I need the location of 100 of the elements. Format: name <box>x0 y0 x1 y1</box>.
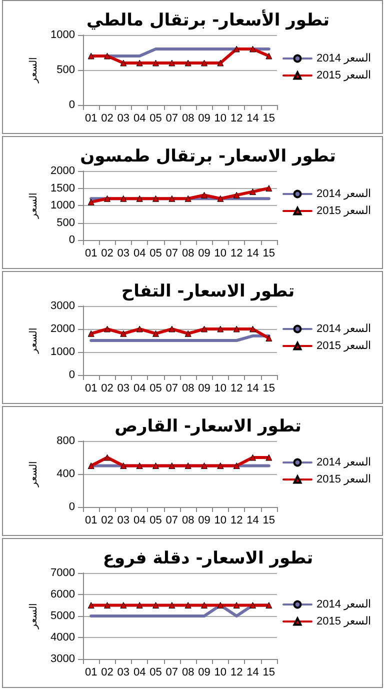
point <box>88 52 94 60</box>
point <box>233 192 240 198</box>
y-tick-label: 1000 <box>50 200 75 212</box>
y-tick-label: 3000 <box>50 300 75 312</box>
x-tick-label: 07 <box>166 382 178 394</box>
y-axis-title: السعر <box>28 192 40 220</box>
point <box>88 198 94 206</box>
x-tick-label: 15 <box>262 514 276 526</box>
point <box>152 195 159 202</box>
point <box>152 330 159 337</box>
point <box>250 188 256 195</box>
point <box>266 185 272 192</box>
point <box>250 46 256 52</box>
x-tick-label: 12 <box>230 666 243 678</box>
legend-label: السعر 2014 <box>316 188 372 200</box>
point <box>217 326 224 332</box>
point <box>168 326 176 332</box>
x-tick-label: 02 <box>101 666 114 678</box>
x-tick-label: 12 <box>230 112 243 124</box>
x-tick-label: 02 <box>101 382 114 394</box>
point <box>201 192 208 198</box>
x-tick-label: 01 <box>84 666 98 678</box>
x-tick-label: 01 <box>84 514 98 526</box>
point <box>217 195 224 202</box>
point <box>250 326 256 332</box>
point <box>120 60 127 66</box>
y-tick-label: 7000 <box>50 567 75 579</box>
point <box>152 60 159 66</box>
y-tick-label: 6000 <box>50 588 75 600</box>
y-axis-title: السعر <box>28 57 40 84</box>
x-tick-label: 14 <box>246 514 259 526</box>
point <box>201 60 208 66</box>
chart-title: تطور الأسعار- برتقال مالطي <box>86 8 330 30</box>
x-tick-label: 03 <box>117 112 130 124</box>
y-tick-label: 0 <box>68 369 75 381</box>
x-tick-label: 08 <box>182 112 194 124</box>
x-tick-label: 15 <box>262 248 276 260</box>
x-tick-label: 15 <box>262 382 276 394</box>
point <box>184 60 192 66</box>
x-tick-label: 08 <box>182 514 194 526</box>
y-tick-label: 0 <box>68 234 75 246</box>
x-tick-label: 03 <box>117 382 130 394</box>
x-tick-label: 03 <box>117 666 130 678</box>
x-tick-label: 10 <box>214 514 227 526</box>
point <box>88 330 94 337</box>
point <box>217 60 224 66</box>
point <box>233 326 240 332</box>
y-tick-label: 500 <box>56 216 75 229</box>
y-tick-label: 0 <box>68 501 75 513</box>
chart-title: تطور الاسعار- دقلة فروع <box>102 548 314 568</box>
point <box>266 52 272 60</box>
x-tick-label: 08 <box>182 382 194 394</box>
point <box>136 60 143 66</box>
x-tick-label: 08 <box>182 666 194 678</box>
x-tick-label: 01 <box>84 382 98 394</box>
chart-title: تطور الاسعار- القارص <box>114 416 302 436</box>
legend-label: السعر 2014 <box>316 598 372 610</box>
point <box>104 52 110 60</box>
x-tick-label: 05 <box>150 112 162 124</box>
legend-label: السعر 2015 <box>316 340 372 352</box>
y-tick-label: 1500 <box>50 182 75 194</box>
x-tick-label: 09 <box>198 666 210 678</box>
x-tick-label: 10 <box>214 248 227 260</box>
y-tick-label: 1000 <box>50 29 75 41</box>
x-tick-label: 04 <box>133 382 146 394</box>
x-tick-label: 09 <box>198 248 210 260</box>
point <box>120 195 127 202</box>
legend-label: السعر 2014 <box>316 52 372 64</box>
legend-label: السعر 2015 <box>316 616 372 628</box>
y-tick-label: 2000 <box>50 323 75 335</box>
x-tick-label: 09 <box>198 112 210 124</box>
y-tick-label: 1000 <box>50 346 75 358</box>
chart-title: تطور الاسعار- التفاح <box>121 282 295 302</box>
x-tick-label: 14 <box>246 112 259 124</box>
y-axis-title: السعر <box>28 461 40 488</box>
point <box>168 195 176 202</box>
x-tick-label: 14 <box>246 382 259 394</box>
x-tick-label: 05 <box>150 514 162 526</box>
x-tick-label: 01 <box>84 112 98 124</box>
x-tick-label: 03 <box>117 514 130 526</box>
point <box>104 195 110 202</box>
x-tick-label: 02 <box>101 248 114 260</box>
x-tick-label: 04 <box>133 514 146 526</box>
x-tick-label: 07 <box>166 112 178 124</box>
x-tick-label: 15 <box>262 112 276 124</box>
point <box>201 326 208 332</box>
legend-label: السعر 2015 <box>316 205 372 217</box>
legend-label: السعر 2014 <box>316 323 372 335</box>
point <box>184 330 192 337</box>
legend-label: السعر 2015 <box>316 70 372 82</box>
y-tick-label: 500 <box>56 64 75 76</box>
x-tick-label: 02 <box>101 514 114 526</box>
point <box>136 326 143 332</box>
x-tick-label: 04 <box>133 112 146 124</box>
x-tick-label: 08 <box>182 248 194 260</box>
legend-label: السعر 2014 <box>316 456 372 468</box>
x-tick-label: 01 <box>84 248 98 260</box>
x-tick-label: 02 <box>101 112 114 124</box>
y-axis-title: السعر <box>28 603 40 630</box>
x-tick-label: 07 <box>166 514 178 526</box>
